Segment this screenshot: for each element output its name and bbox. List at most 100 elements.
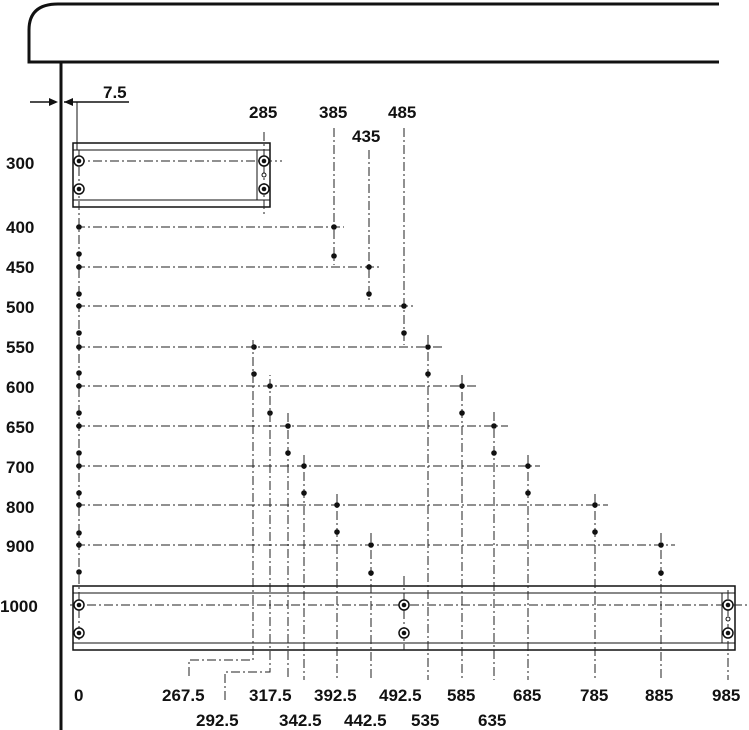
column-label-bottom: 785 [580, 686, 608, 705]
drill-hole [76, 502, 82, 508]
drill-hole [301, 463, 307, 469]
leader-lines [188, 337, 271, 700]
column-label-top: 435 [352, 127, 380, 146]
connector-hole [398, 599, 410, 611]
drill-hole [592, 529, 598, 535]
row-label: 650 [6, 418, 34, 437]
row-label: 700 [6, 458, 34, 477]
column-label-bottom: 585 [447, 686, 475, 705]
connector-hole [398, 627, 410, 639]
column-label-bottom: 985 [712, 686, 740, 705]
drill-hole [366, 264, 372, 270]
pin-hole [725, 616, 731, 622]
column-labels-top: 385 435 485 [319, 103, 416, 146]
column-label-bottom: 317.5 [249, 686, 292, 705]
drill-hole [334, 502, 340, 508]
drill-hole [658, 570, 664, 576]
drill-hole [425, 344, 431, 350]
drill-hole [592, 502, 598, 508]
drill-hole [368, 570, 374, 576]
column-label-bottom: 342.5 [279, 711, 322, 730]
column-label-bottom: 267.5 [162, 686, 205, 705]
offset-label: 7.5 [103, 83, 127, 102]
bottom-panel [70, 576, 748, 651]
drill-hole [251, 371, 257, 377]
drill-hole [525, 463, 531, 469]
drill-hole [401, 330, 407, 336]
pin-hole [261, 172, 267, 178]
column-label-bottom: 685 [513, 686, 541, 705]
row-label: 800 [6, 498, 34, 517]
column-label-bottom: 885 [645, 686, 673, 705]
column-labels-bottom-upper: 0 267.5 317.5 392.5 492.5 585 685 785 88… [74, 686, 740, 705]
cabinet-top [27, 2, 719, 64]
column-labels-bottom-lower: 292.5 342.5 442.5 535 635 [196, 711, 506, 730]
column-label-bottom: 0 [74, 686, 83, 705]
drill-hole [334, 529, 340, 535]
row-label: 550 [6, 338, 34, 357]
drill-hole [459, 410, 465, 416]
column-label-bottom: 635 [478, 711, 506, 730]
column-label-bottom: 492.5 [379, 686, 422, 705]
drill-hole [76, 370, 82, 376]
row-label: 500 [6, 298, 34, 317]
drill-hole [459, 383, 465, 389]
drill-hole [285, 423, 291, 429]
row-label: 1000 [0, 597, 38, 616]
row-label: 450 [6, 258, 34, 277]
drill-hole [76, 383, 82, 389]
drill-hole [76, 344, 82, 350]
drill-holes [73, 155, 734, 639]
top-panel: 285 [72, 103, 282, 214]
drill-hole [525, 490, 531, 496]
drill-hole [76, 264, 82, 270]
drill-hole [331, 224, 337, 230]
reference-lines [76, 128, 729, 680]
column-label-top: 485 [388, 103, 416, 122]
connector-hole [722, 599, 734, 611]
row-label: 300 [6, 154, 34, 173]
top-panel-width-label: 285 [249, 103, 277, 122]
column-label-bottom: 292.5 [196, 711, 239, 730]
row-label: 600 [6, 378, 34, 397]
drill-hole [301, 490, 307, 496]
row-label: 900 [6, 537, 34, 556]
drill-hole [76, 450, 82, 456]
connector-hole [258, 155, 270, 167]
drill-hole [368, 542, 374, 548]
column-label-top: 385 [319, 103, 347, 122]
column-label-bottom: 442.5 [344, 711, 387, 730]
offset-dimension: 7.5 [30, 83, 129, 150]
connector-hole [73, 599, 85, 611]
drill-hole [76, 569, 82, 575]
drill-hole [76, 303, 82, 309]
drill-hole [251, 344, 257, 350]
row-label: 400 [6, 218, 34, 237]
connector-hole [258, 183, 270, 195]
drill-hole [491, 423, 497, 429]
drill-hole [76, 410, 82, 416]
column-label-bottom: 535 [411, 711, 439, 730]
row-labels: 300 400 450 500 550 600 650 700 800 900 … [0, 154, 38, 616]
drill-hole [76, 224, 82, 230]
connector-hole [73, 183, 85, 195]
column-label-bottom: 392.5 [314, 686, 357, 705]
drill-hole [76, 542, 82, 548]
connector-hole [73, 155, 85, 167]
drill-hole [76, 463, 82, 469]
connector-hole [73, 627, 85, 639]
connector-hole [722, 627, 734, 639]
drill-hole [285, 450, 291, 456]
drill-hole [76, 291, 82, 297]
drill-hole [401, 303, 407, 309]
drill-hole [331, 253, 337, 259]
drill-hole [76, 251, 82, 257]
drill-hole [658, 542, 664, 548]
drill-hole [76, 490, 82, 496]
drill-hole [76, 530, 82, 536]
drill-hole [425, 371, 431, 377]
drill-hole [76, 330, 82, 336]
cabinet-outline [27, 2, 719, 730]
drill-hole [366, 291, 372, 297]
